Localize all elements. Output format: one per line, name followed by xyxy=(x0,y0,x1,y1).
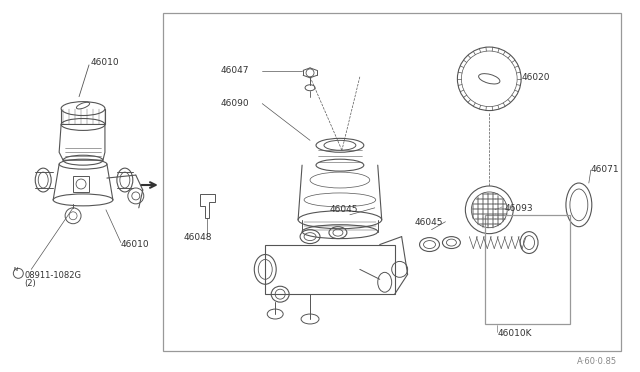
Text: (2): (2) xyxy=(24,279,36,288)
Bar xyxy=(265,244,395,294)
Text: 46010K: 46010K xyxy=(497,329,532,338)
Bar xyxy=(163,13,621,351)
Bar xyxy=(485,215,570,324)
Text: 46020: 46020 xyxy=(521,73,550,82)
Text: 46048: 46048 xyxy=(184,232,212,242)
Text: 46047: 46047 xyxy=(220,66,249,75)
Text: 46045: 46045 xyxy=(415,218,443,227)
Text: N: N xyxy=(13,267,17,272)
Text: 46071: 46071 xyxy=(591,165,620,174)
Bar xyxy=(73,176,89,192)
Text: 46093: 46093 xyxy=(504,204,533,213)
Text: 46010: 46010 xyxy=(121,240,150,248)
Text: 08911-1082G: 08911-1082G xyxy=(24,271,81,280)
Text: 46045: 46045 xyxy=(330,205,358,214)
Text: A·60·0.85: A·60·0.85 xyxy=(577,357,617,366)
Text: 46010: 46010 xyxy=(91,58,120,67)
Text: 46090: 46090 xyxy=(220,99,249,108)
